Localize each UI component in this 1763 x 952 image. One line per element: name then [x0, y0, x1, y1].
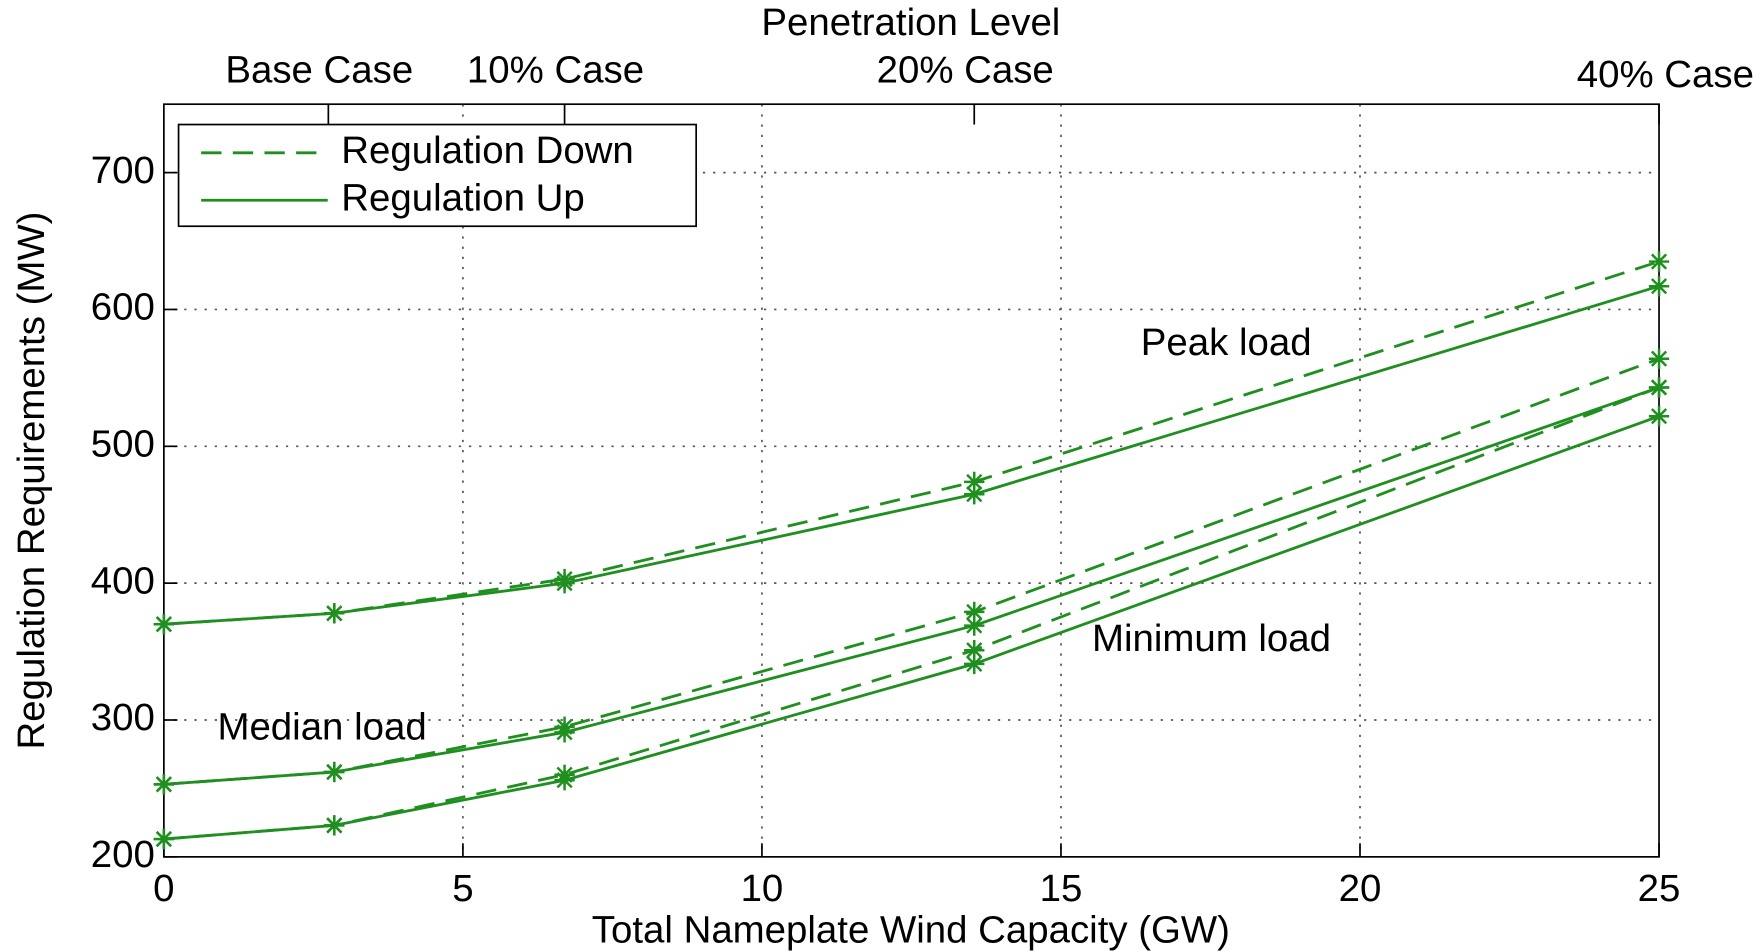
plot-frame [163, 103, 1660, 858]
marker [1648, 377, 1670, 398]
marker [554, 770, 575, 791]
y-tick-label: 200 [91, 833, 155, 876]
marker [554, 572, 575, 594]
x-tick-label: 15 [1040, 867, 1083, 910]
marker [1648, 251, 1670, 272]
marker [964, 601, 985, 623]
marker [1648, 348, 1670, 369]
marker [1648, 406, 1670, 427]
top-tick-label: 40% Case [1577, 53, 1754, 96]
marker [964, 640, 985, 661]
marker [153, 828, 175, 850]
marker [1648, 276, 1670, 297]
legend-box [177, 123, 698, 228]
y-tick-label: 400 [91, 559, 155, 602]
marker [324, 761, 345, 783]
x-tick-label: 5 [452, 867, 473, 910]
annotation: Median load [217, 705, 426, 748]
top-tick-label: 20% Case [877, 49, 1054, 92]
marker [153, 614, 175, 635]
annotation: Minimum load [1092, 617, 1331, 660]
marker [153, 774, 175, 795]
x-tick-label: 0 [153, 867, 174, 910]
x-tick-label: 25 [1638, 867, 1681, 910]
marker [964, 484, 985, 505]
y-tick-label: 300 [91, 696, 155, 739]
marker [964, 471, 985, 493]
top-tick-label: 10% Case [467, 49, 644, 92]
x-tick-label: 20 [1339, 867, 1382, 910]
marker [554, 722, 575, 743]
top-tick-label: Base Case [225, 49, 413, 92]
top-axis-title: Penetration Level [761, 1, 1060, 44]
marker [964, 653, 985, 675]
x-tick-label: 10 [741, 867, 784, 910]
y-tick-label: 700 [91, 149, 155, 192]
y-tick-label: 600 [91, 286, 155, 329]
marker [324, 815, 345, 836]
y-tick-label: 500 [91, 422, 155, 465]
marker [324, 603, 345, 624]
y-axis-title: Regulation Requirements (MW) [10, 212, 53, 750]
legend-label: Regulation Up [341, 176, 584, 219]
legend-label: Regulation Down [341, 129, 634, 172]
x-axis-title: Total Nameplate Wind Capacity (GW) [592, 909, 1230, 952]
annotation: Peak load [1141, 321, 1312, 364]
marker [964, 615, 985, 636]
